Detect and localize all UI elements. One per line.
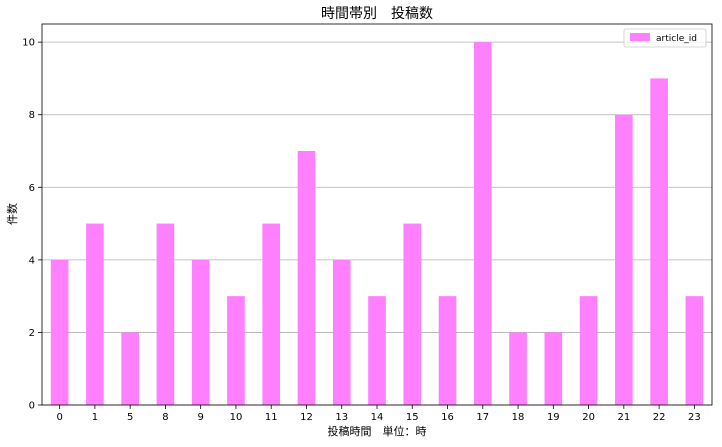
y-axis-ticks: 0 2 4 6 8 10 bbox=[22, 38, 42, 412]
y-tick-label: 4 bbox=[29, 255, 35, 266]
x-tick-label: 13 bbox=[335, 412, 348, 423]
x-tick-label: 18 bbox=[512, 412, 525, 423]
bars bbox=[50, 42, 704, 406]
legend-label: article_id bbox=[656, 34, 697, 44]
bar-hour-22 bbox=[650, 78, 668, 405]
bar-hour-13 bbox=[332, 259, 351, 405]
legend-swatch bbox=[630, 33, 650, 41]
y-axis-label: 件数 bbox=[6, 203, 19, 225]
bar-hour-11 bbox=[262, 223, 281, 405]
bar-hour-5 bbox=[121, 332, 139, 405]
x-tick-label: 17 bbox=[476, 412, 489, 423]
bar-hour-9 bbox=[191, 259, 210, 405]
x-axis-label: 投稿時間 単位：時 bbox=[328, 424, 427, 438]
x-tick-label: 23 bbox=[688, 412, 701, 423]
x-tick-label: 12 bbox=[300, 412, 313, 423]
x-tick-label: 9 bbox=[197, 412, 203, 423]
x-tick-label: 22 bbox=[653, 412, 666, 423]
x-tick-label: 8 bbox=[162, 412, 168, 423]
x-tick-label: 14 bbox=[371, 412, 384, 423]
y-tick-label: 6 bbox=[29, 183, 35, 194]
bar-hour-10 bbox=[227, 296, 245, 405]
y-tick-label: 8 bbox=[29, 110, 35, 121]
x-tick-label: 15 bbox=[406, 412, 419, 423]
x-axis-ticks: 0 1 5 8 9 10 11 12 13 14 15 16 17 18 19 20 21 22 23 bbox=[56, 405, 701, 423]
bar-hour-23 bbox=[685, 296, 704, 405]
x-tick-label: 16 bbox=[441, 412, 454, 423]
bar-hour-21 bbox=[615, 114, 633, 405]
x-tick-label: 11 bbox=[265, 412, 278, 423]
bar-hour-17 bbox=[473, 42, 492, 406]
x-tick-label: 5 bbox=[127, 412, 133, 423]
bar-hour-15 bbox=[403, 223, 422, 405]
bar-hour-18 bbox=[509, 332, 527, 405]
x-tick-label: 1 bbox=[92, 412, 98, 423]
x-tick-label: 20 bbox=[582, 412, 595, 423]
bar-hour-8 bbox=[156, 223, 175, 405]
chart-title: 時間帯別 投稿数 bbox=[321, 6, 433, 22]
y-tick-label: 10 bbox=[22, 38, 35, 49]
bar-hour-19 bbox=[544, 332, 563, 405]
bar-hour-16 bbox=[438, 296, 457, 405]
x-tick-label: 10 bbox=[230, 412, 243, 423]
bar-hour-20 bbox=[579, 296, 598, 405]
bar-hour-1 bbox=[86, 223, 104, 405]
x-tick-label: 19 bbox=[547, 412, 560, 423]
legend: article_id bbox=[623, 28, 707, 48]
bar-hour-14 bbox=[368, 296, 386, 405]
x-tick-label: 0 bbox=[56, 412, 62, 423]
bar-hour-0 bbox=[50, 259, 69, 405]
y-tick-label: 2 bbox=[29, 328, 35, 339]
x-tick-label: 21 bbox=[617, 412, 630, 423]
y-tick-label: 0 bbox=[29, 401, 35, 412]
bar-hour-12 bbox=[297, 151, 316, 405]
